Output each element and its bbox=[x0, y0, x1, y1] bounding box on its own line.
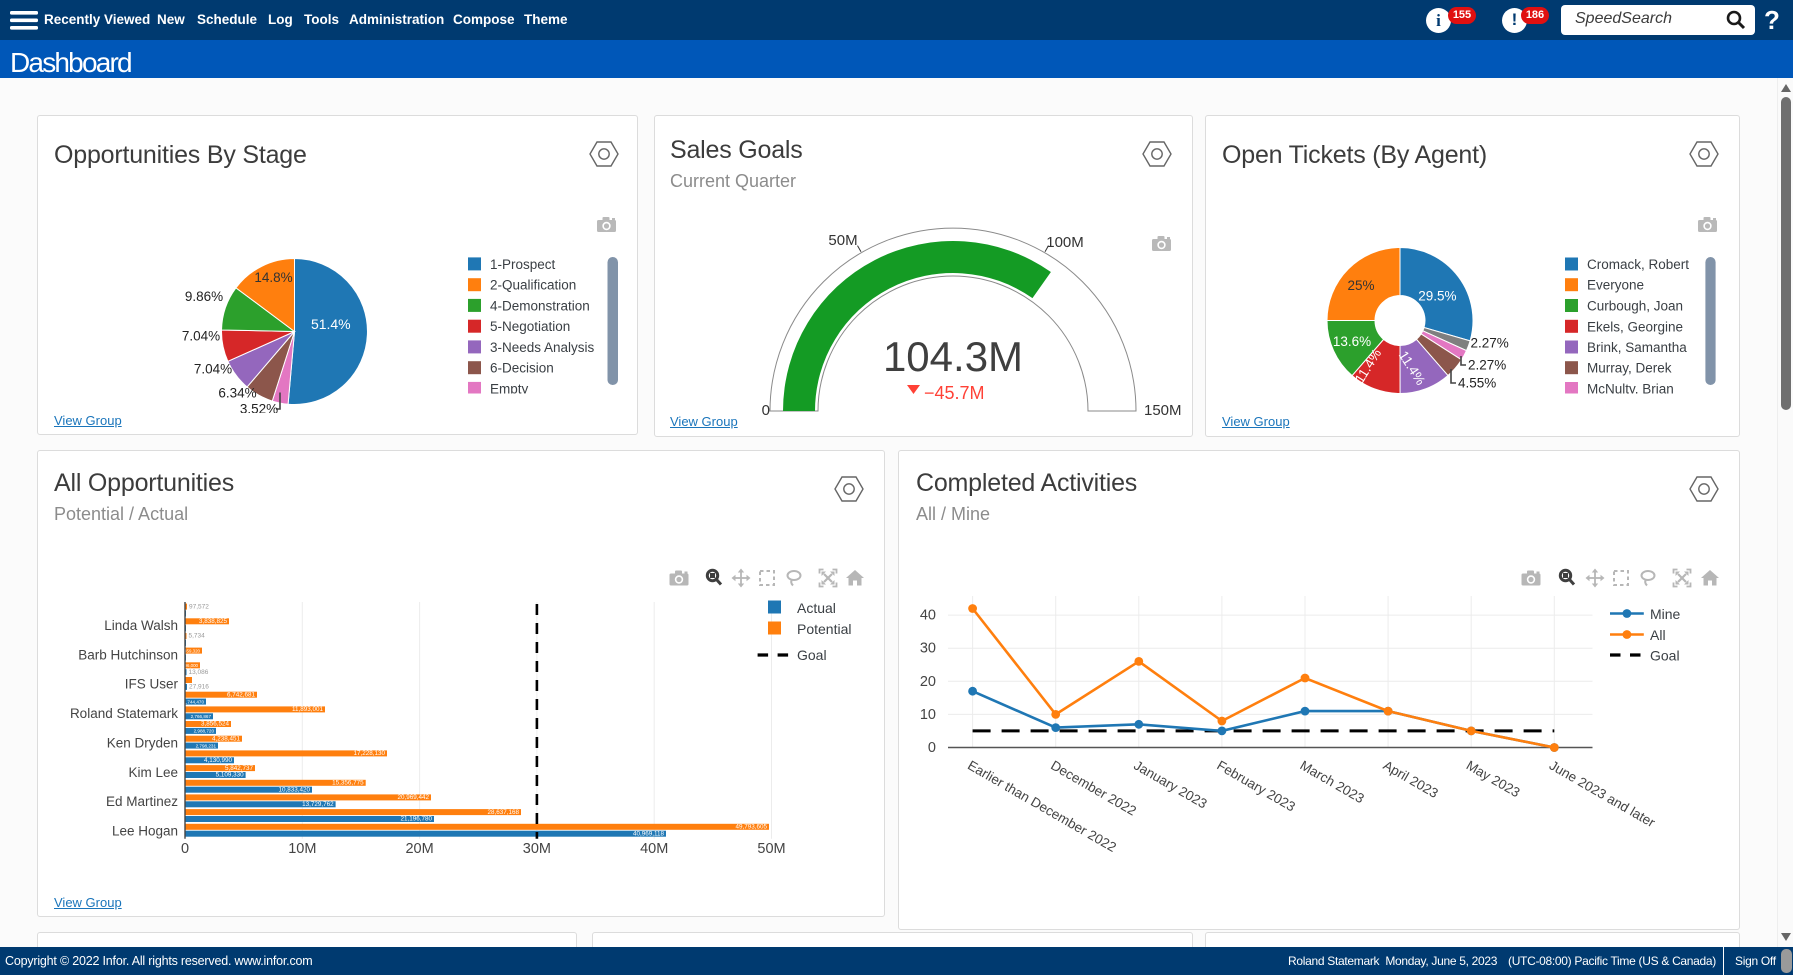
svg-text:10,833,420: 10,833,420 bbox=[278, 786, 310, 793]
svg-text:Earlier than December 2022: Earlier than December 2022 bbox=[965, 758, 1119, 855]
svg-text:Lee Hogan: Lee Hogan bbox=[112, 824, 178, 839]
svg-text:−45.7M: −45.7M bbox=[924, 383, 985, 403]
svg-text:21,196,780: 21,196,780 bbox=[400, 816, 432, 823]
svg-text:January 2023: January 2023 bbox=[1131, 758, 1209, 812]
svg-text:10: 10 bbox=[920, 707, 936, 723]
svg-text:2.27%: 2.27% bbox=[1471, 336, 1509, 351]
svg-text:Potential: Potential bbox=[797, 621, 851, 637]
svg-text:20,969,442: 20,969,442 bbox=[397, 794, 429, 801]
svg-text:5-Negotiation: 5-Negotiation bbox=[490, 319, 570, 334]
svg-text:10M: 10M bbox=[288, 841, 316, 857]
svg-text:13,729,762: 13,729,762 bbox=[302, 801, 334, 808]
svg-text:March 2023: March 2023 bbox=[1298, 758, 1367, 807]
svg-text:40: 40 bbox=[920, 608, 936, 624]
svg-text:June 2023 and later: June 2023 and later bbox=[1547, 758, 1658, 831]
svg-text:11,893,001: 11,893,001 bbox=[292, 706, 324, 713]
svg-text:Ed Martinez: Ed Martinez bbox=[106, 794, 178, 809]
svg-text:Everyone: Everyone bbox=[1587, 278, 1644, 293]
svg-text:April 2023: April 2023 bbox=[1381, 758, 1441, 801]
svg-text:5,842,737: 5,842,737 bbox=[225, 765, 254, 772]
svg-text:4,130,990: 4,130,990 bbox=[204, 757, 233, 764]
svg-text:30: 30 bbox=[920, 641, 936, 657]
svg-text:Curbough, Joan: Curbough, Joan bbox=[1587, 299, 1683, 314]
svg-text:0: 0 bbox=[928, 740, 936, 756]
svg-text:1-Prospect: 1-Prospect bbox=[490, 257, 556, 272]
svg-text:97,572: 97,572 bbox=[189, 603, 209, 610]
svg-text:29.5%: 29.5% bbox=[1418, 289, 1456, 304]
svg-text:6-Decision: 6-Decision bbox=[490, 361, 554, 376]
svg-text:7.04%: 7.04% bbox=[182, 329, 220, 344]
svg-text:13.6%: 13.6% bbox=[1333, 334, 1371, 349]
svg-text:51.4%: 51.4% bbox=[311, 316, 351, 332]
svg-text:3.52%: 3.52% bbox=[240, 402, 278, 417]
svg-text:1,459,320: 1,459,320 bbox=[180, 648, 200, 653]
svg-text:3-Needs Analysis: 3-Needs Analysis bbox=[490, 340, 595, 355]
svg-text:2,988,720: 2,988,720 bbox=[194, 729, 215, 734]
svg-text:20: 20 bbox=[920, 674, 936, 690]
svg-text:9.86%: 9.86% bbox=[185, 289, 223, 304]
svg-text:2.27%: 2.27% bbox=[1468, 358, 1506, 373]
svg-text:Brink, Samantha: Brink, Samantha bbox=[1587, 340, 1687, 355]
svg-text:0: 0 bbox=[762, 402, 770, 419]
svg-text:4-Demonstration: 4-Demonstration bbox=[490, 298, 590, 313]
svg-text:Empty: Empty bbox=[490, 381, 529, 396]
svg-text:27,916: 27,916 bbox=[189, 684, 209, 691]
svg-text:1,744,470: 1,744,470 bbox=[184, 699, 205, 704]
svg-text:49,793,605: 49,793,605 bbox=[735, 824, 767, 831]
svg-text:20M: 20M bbox=[405, 841, 433, 857]
svg-text:February 2023: February 2023 bbox=[1214, 758, 1298, 815]
svg-text:Linda Walsh: Linda Walsh bbox=[104, 618, 178, 633]
svg-text:40,969,118: 40,969,118 bbox=[633, 830, 665, 837]
svg-text:7.04%: 7.04% bbox=[194, 362, 232, 377]
svg-text:17,228,130: 17,228,130 bbox=[353, 750, 385, 757]
svg-text:Ken Dryden: Ken Dryden bbox=[107, 735, 178, 750]
svg-text:14.8%: 14.8% bbox=[254, 270, 292, 285]
svg-text:1,296,000: 1,296,000 bbox=[178, 663, 198, 668]
svg-text:4.55%: 4.55% bbox=[1458, 376, 1496, 391]
svg-text:3,856,524: 3,856,524 bbox=[201, 721, 230, 728]
svg-text:Barb Hutchinson: Barb Hutchinson bbox=[78, 647, 178, 662]
svg-text:Ekels, Georgine: Ekels, Georgine bbox=[1587, 319, 1683, 334]
svg-text:2-Qualification: 2-Qualification bbox=[490, 278, 576, 293]
svg-text:McNulty, Brian: McNulty, Brian bbox=[1587, 382, 1674, 397]
svg-text:5,109,330: 5,109,330 bbox=[216, 772, 245, 779]
svg-text:Goal: Goal bbox=[1650, 648, 1680, 664]
svg-text:30M: 30M bbox=[523, 841, 551, 857]
svg-text:Cromack, Robert: Cromack, Robert bbox=[1587, 257, 1689, 272]
svg-text:6,742,681: 6,742,681 bbox=[227, 691, 256, 698]
svg-text:50M: 50M bbox=[757, 841, 785, 857]
svg-text:150M: 150M bbox=[1144, 402, 1182, 419]
svg-text:13,086: 13,086 bbox=[189, 669, 209, 676]
svg-text:All: All bbox=[1650, 627, 1666, 643]
svg-text:Actual: Actual bbox=[797, 600, 836, 616]
svg-text:50M: 50M bbox=[828, 232, 857, 249]
svg-text:6.34%: 6.34% bbox=[218, 386, 256, 401]
svg-text:IFS User: IFS User bbox=[125, 677, 179, 692]
svg-text:104.3M: 104.3M bbox=[883, 333, 1023, 380]
svg-text:Roland Statemark: Roland Statemark bbox=[70, 706, 178, 721]
svg-text:40M: 40M bbox=[640, 841, 668, 857]
svg-text:2,766,867: 2,766,867 bbox=[191, 714, 212, 719]
svg-text:Kim Lee: Kim Lee bbox=[128, 765, 178, 780]
svg-text:5,734: 5,734 bbox=[189, 633, 206, 640]
svg-text:Goal: Goal bbox=[797, 647, 827, 663]
svg-text:15,356,775: 15,356,775 bbox=[332, 780, 364, 787]
svg-text:25%: 25% bbox=[1347, 278, 1374, 293]
svg-text:2,798,231: 2,798,231 bbox=[196, 743, 217, 748]
svg-text:100M: 100M bbox=[1046, 234, 1084, 251]
svg-text:4,238,451: 4,238,451 bbox=[212, 735, 241, 742]
svg-text:28,637,168: 28,637,168 bbox=[487, 809, 519, 816]
svg-text:Murray, Derek: Murray, Derek bbox=[1587, 361, 1672, 376]
svg-text:May 2023: May 2023 bbox=[1464, 758, 1523, 801]
svg-text:3,838,825: 3,838,825 bbox=[199, 618, 228, 625]
svg-text:Mine: Mine bbox=[1650, 606, 1681, 622]
svg-text:0: 0 bbox=[181, 841, 189, 857]
